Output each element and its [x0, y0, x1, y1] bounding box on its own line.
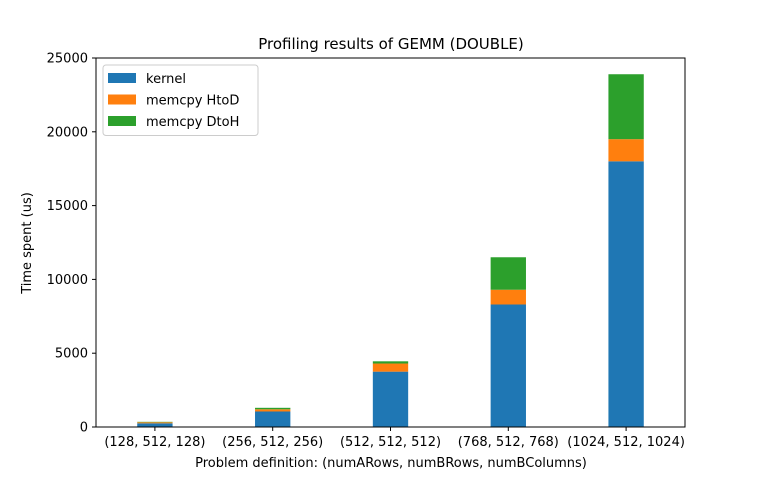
x-tick-label: (1024, 512, 1024): [567, 435, 685, 450]
legend-swatch-1: [108, 94, 136, 105]
bar-kernel-2: [372, 371, 409, 427]
legend-label-1: memcpy HtoD: [146, 94, 239, 109]
y-tick-label: 20000: [47, 125, 88, 140]
bar-memcpy-dtoh-4: [608, 74, 644, 140]
chart-title: Profiling results of GEMM (DOUBLE): [258, 35, 524, 53]
legend-swatch-2: [108, 116, 136, 126]
bar-kernel-4: [608, 161, 644, 427]
bar-kernel-3: [490, 304, 526, 427]
x-tick-label: (768, 512, 768): [458, 435, 559, 450]
bar-memcpy-dtoh-3: [490, 257, 526, 290]
y-tick-label: 25000: [47, 52, 88, 67]
legend-swatch-0: [108, 73, 136, 83]
y-tick-label: 15000: [47, 199, 88, 214]
x-tick-label: (128, 512, 128): [104, 435, 205, 450]
legend: kernel memcpy HtoD memcpy DtoH: [102, 64, 259, 136]
legend-label-2: memcpy DtoH: [146, 115, 239, 130]
bar-kernel-1: [255, 411, 291, 427]
bar-memcpy-htod-0: [137, 422, 173, 424]
bar-kernel-0: [137, 423, 173, 427]
x-axis-label: Problem definition: (numARows, numBRows,…: [195, 456, 587, 471]
y-axis-label: Time spent (us): [20, 192, 35, 295]
y-tick-label: 10000: [47, 273, 88, 288]
plot-frame: [95, 57, 686, 428]
y-tick-label: 5000: [55, 347, 88, 362]
bar-memcpy-htod-3: [490, 289, 526, 305]
x-tick-label: (512, 512, 512): [340, 435, 441, 450]
bar-memcpy-htod-2: [372, 363, 409, 372]
x-tick-label: (256, 512, 256): [222, 435, 323, 450]
legend-box: [102, 64, 259, 136]
bar-memcpy-dtoh-1: [255, 407, 291, 410]
bar-memcpy-htod-4: [608, 139, 644, 162]
bar-memcpy-dtoh-2: [372, 361, 409, 364]
plot-area: (128, 512, 128) (256, 512, 256) (512, 512,…: [47, 52, 686, 450]
legend-label-0: kernel: [146, 72, 186, 87]
bar-memcpy-htod-1: [255, 409, 291, 412]
y-tick-label: 0: [80, 421, 88, 436]
